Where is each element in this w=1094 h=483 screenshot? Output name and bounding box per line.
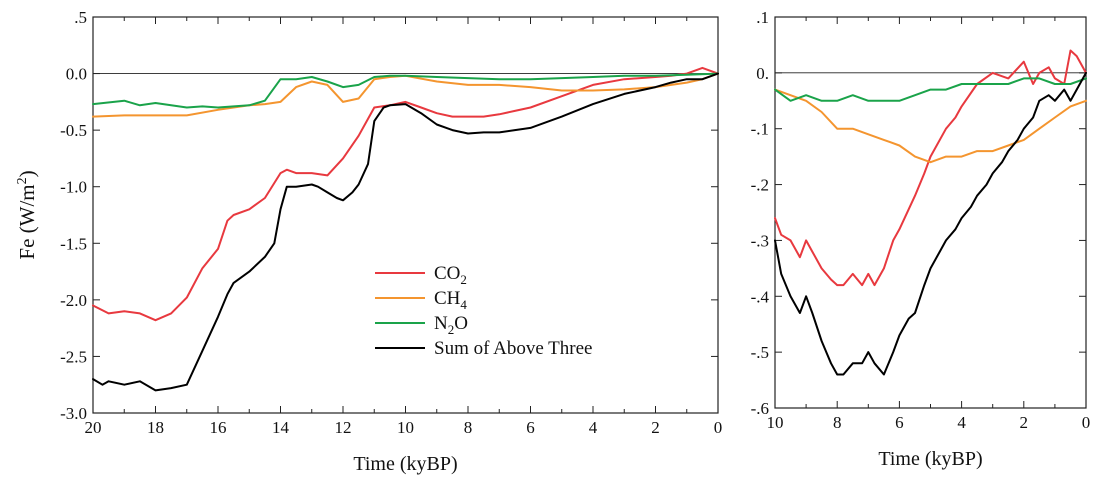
legend-label-sub: 2: [448, 322, 455, 337]
y-tick-label: -.6: [751, 399, 769, 418]
x-tick-label: 6: [526, 418, 535, 437]
legend-label: Sum of Above Three: [434, 338, 593, 359]
y-axis-label-sup: 2: [15, 177, 30, 184]
y-tick-label: -.1: [751, 120, 769, 139]
series-line-ch4: [774, 88, 1087, 164]
legend-label-sub: 2: [460, 272, 467, 287]
x-tick-label: 20: [85, 418, 102, 437]
x-tick-label: 10: [397, 418, 414, 437]
x-tick-label: 2: [651, 418, 660, 437]
series-line-co2: [774, 49, 1087, 287]
legend-label: CH4: [434, 288, 467, 312]
x-tick-label: 12: [335, 418, 352, 437]
y-tick-label: .5: [74, 8, 87, 27]
right-panel: 10 8 6 4 2 0 .1 0. -.1 -.2 -.3 -.4 -.5 -.6 Time (kyBP): [751, 8, 1091, 470]
y-tick-label: -.5: [751, 343, 769, 362]
x-tick-label: 8: [464, 418, 473, 437]
y-tick-label: 0.0: [66, 65, 87, 84]
y-tick-label: -0.5: [60, 121, 87, 140]
series-line-sum: [774, 71, 1087, 376]
y-axis-label-end: ): [15, 170, 39, 177]
legend-label-tail: O: [454, 313, 468, 334]
x-tick-label: 4: [589, 418, 598, 437]
y-axis-label: Fe (W/m2): [15, 170, 39, 259]
x-tick-label: 4: [957, 413, 966, 432]
y-tick-label: -.2: [751, 176, 769, 195]
x-tick-label: 2: [1020, 413, 1029, 432]
y-tick-label: -.3: [751, 231, 769, 250]
y-tick-label: -2.5: [60, 347, 87, 366]
y-tick-label: 0.: [756, 64, 769, 83]
y-tick-label: -3.0: [60, 404, 87, 423]
x-tick-label: 14: [272, 418, 290, 437]
legend-label-base: CH: [434, 288, 461, 309]
y-tick-label: -2.0: [60, 291, 87, 310]
legend-label-base: CO: [434, 263, 460, 284]
x-axis-label: Time (kyBP): [353, 453, 457, 475]
x-tick-label: 16: [210, 418, 227, 437]
left-panel: 20 18 16 14 12 10 8 6 4 2 0.50.0-0.5-1.0-1.5-2.0-2…: [15, 8, 722, 475]
x-tick-label: 8: [833, 413, 842, 432]
y-axis-label-main: Fe (W/m: [15, 184, 39, 259]
y-tick-label: -.4: [751, 287, 770, 306]
y-tick-label: -1.0: [60, 178, 87, 197]
series-line-sum: [92, 72, 719, 392]
series-line-co2: [92, 66, 719, 322]
x-tick-label: 6: [895, 413, 904, 432]
y-tick-label: .1: [756, 8, 769, 27]
series-line-n2o: [774, 77, 1087, 102]
series-line-ch4: [92, 72, 719, 118]
plot-frame: [774, 16, 1087, 409]
x-tick-label: 0: [1082, 413, 1091, 432]
x-tick-label: 0: [714, 418, 723, 437]
series-line-n2o: [92, 72, 719, 109]
legend-label: N2O: [434, 313, 468, 337]
x-tick-label: 18: [147, 418, 164, 437]
legend-label-sub: 4: [460, 297, 467, 312]
legend-label-base: N: [434, 313, 448, 334]
x-axis-label: Time (kyBP): [878, 448, 982, 470]
legend-label-base: Sum of Above Three: [434, 338, 593, 359]
legend-label: CO2: [434, 263, 467, 287]
x-tick-label: 10: [767, 413, 784, 432]
y-tick-label: -1.5: [60, 234, 87, 253]
